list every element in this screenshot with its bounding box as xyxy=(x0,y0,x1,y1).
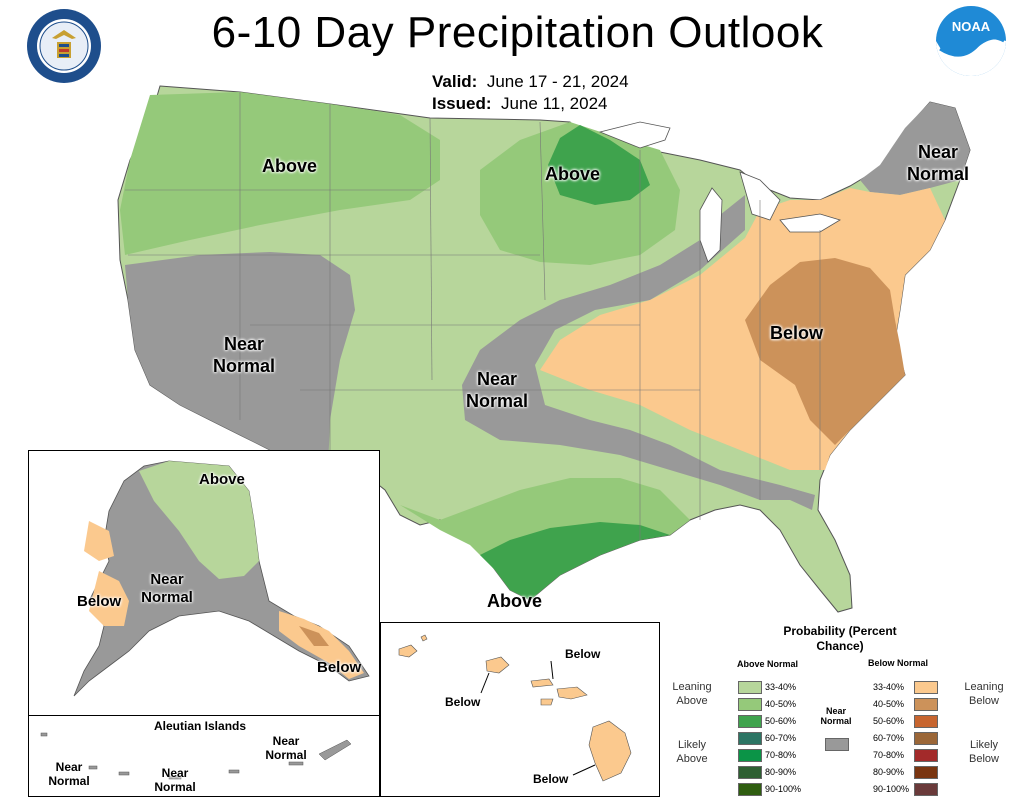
label-alaska-below-west: Below xyxy=(77,593,122,610)
legend-range-below-2: 50-60% xyxy=(873,716,905,726)
label-near-normal-northeast: Near Normal xyxy=(906,142,969,184)
label-alaska-near-normal: Near Normal xyxy=(141,571,193,606)
legend-range-below-1: 40-50% xyxy=(873,699,905,709)
legend-range-below-4: 70-80% xyxy=(873,750,905,760)
legend-near-normal-label: Near Normal xyxy=(820,706,852,726)
hawaii-inset: Below Below Below xyxy=(380,622,660,797)
legend-range-above-3: 60-70% xyxy=(765,733,797,743)
legend-range-above-2: 50-60% xyxy=(765,716,797,726)
label-hawaii-below-big-island: Below xyxy=(533,772,569,786)
legend-leaning-below: Leaning Below xyxy=(964,681,1004,707)
label-near-normal-central: Near Normal xyxy=(465,369,528,411)
legend-leaning-above: Leaning Above xyxy=(672,681,712,707)
legend-range-above-6: 90-100% xyxy=(765,784,802,794)
legend-range-above-4: 70-80% xyxy=(765,750,797,760)
aleutian-islands-title: Aleutian Islands xyxy=(154,719,247,733)
issued-date: Issued: June 11, 2024 xyxy=(432,94,608,113)
map-title: 6-10 Day Precipitation Outlook xyxy=(211,8,824,57)
legend-title: Probability (Percent Chance) xyxy=(783,624,897,653)
legend-likely-below: Likely Below xyxy=(969,739,999,765)
alaska-inset: Above Near Normal Below Below xyxy=(28,450,380,717)
legend-range-above-1: 40-50% xyxy=(765,699,797,709)
legend-above-header: Above Normal xyxy=(737,659,799,669)
valid-dates: Valid: June 17 - 21, 2024 xyxy=(432,72,629,91)
label-alaska-below-southeast: Below xyxy=(317,659,362,676)
legend-swatch-below-4 xyxy=(914,749,938,762)
noaa-logo-icon: NOAA xyxy=(936,6,1006,76)
legend-swatch-above-5 xyxy=(738,766,762,779)
label-aleutian-near-normal-east: Near Normal xyxy=(265,734,307,762)
label-below-east: Below xyxy=(770,323,824,343)
aleutian-islands-inset: Aleutian Islands Near Normal Near Normal… xyxy=(28,715,380,797)
legend-swatch-below-6 xyxy=(914,783,938,796)
legend-swatch-near-normal xyxy=(825,738,849,751)
label-above-texas-coast: Above xyxy=(487,591,543,611)
legend-range-below-3: 60-70% xyxy=(873,733,905,743)
legend-likely-above: Likely Above xyxy=(676,739,708,765)
label-hawaii-below-oahu: Below xyxy=(445,695,481,709)
legend-swatch-below-5 xyxy=(914,766,938,779)
legend-range-below-0: 33-40% xyxy=(873,682,905,692)
label-hawaii-below-maui: Below xyxy=(565,647,601,661)
label-aleutian-near-normal-central: Near Normal xyxy=(154,766,196,794)
label-above-upper-midwest: Above xyxy=(545,164,601,184)
legend-swatch-below-0 xyxy=(914,681,938,694)
legend-range-below-6: 90-100% xyxy=(873,784,910,794)
legend-swatch-above-3 xyxy=(738,732,762,745)
legend-swatch-below-2 xyxy=(914,715,938,728)
svg-text:NOAA: NOAA xyxy=(952,19,991,34)
legend-swatch-below-3 xyxy=(914,732,938,745)
legend-range-below-5: 80-90% xyxy=(873,767,905,777)
legend-below-header: Below Normal xyxy=(868,658,929,668)
legend-range-above-5: 80-90% xyxy=(765,767,797,777)
legend-swatch-above-4 xyxy=(738,749,762,762)
label-above-northwest: Above xyxy=(262,156,318,176)
legend-swatch-above-2 xyxy=(738,715,762,728)
legend-swatch-above-6 xyxy=(738,783,762,796)
legend-range-above-0: 33-40% xyxy=(765,682,797,692)
label-near-normal-west: Near Normal xyxy=(212,334,275,376)
label-aleutian-near-normal-west: Near Normal xyxy=(48,760,90,788)
legend-swatch-above-0 xyxy=(738,681,762,694)
legend-swatch-below-1 xyxy=(914,698,938,711)
legend-swatch-above-1 xyxy=(738,698,762,711)
label-alaska-above: Above xyxy=(199,471,245,488)
department-of-commerce-seal-icon xyxy=(27,9,101,83)
